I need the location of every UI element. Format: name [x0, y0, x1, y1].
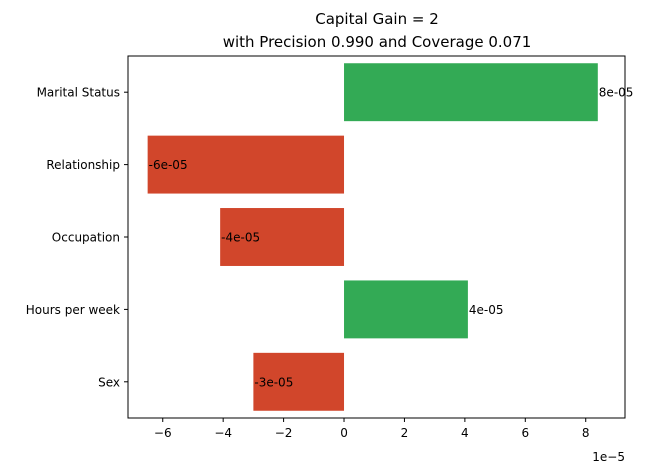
data-label-4: -3e-05 — [254, 375, 293, 389]
x-tick-label-0: −6 — [154, 426, 172, 440]
x-tick-label-7: 8 — [582, 426, 590, 440]
y-tick-labels: Marital Status Relationship Occupation Hour… — [26, 86, 128, 389]
y-tick-label-3: Hours per week — [26, 303, 120, 317]
x-offset-label: 1e−5 — [592, 450, 625, 464]
x-tick-label-2: −2 — [275, 426, 293, 440]
chart-title-line-2: with Precision 0.990 and Coverage 0.071 — [223, 33, 532, 51]
data-label-0: 8e-05 — [599, 86, 634, 100]
data-label-3: 4e-05 — [469, 303, 504, 317]
x-tick-label-1: −4 — [214, 426, 232, 440]
data-label-2: -4e-05 — [221, 231, 260, 245]
chart-title-line-1: Capital Gain = 2 — [315, 10, 439, 28]
bars-group — [147, 63, 598, 411]
data-labels: 8e-05 -6e-05 -4e-05 4e-05 -3e-05 — [149, 86, 634, 390]
y-tick-label-2: Occupation — [52, 231, 120, 245]
y-tick-label-1: Relationship — [46, 158, 120, 172]
data-label-1: -6e-05 — [149, 158, 188, 172]
x-ticks: −6 −4 −2 0 2 4 6 8 — [154, 418, 590, 440]
y-tick-label-4: Sex — [98, 375, 120, 389]
bar-2 — [220, 208, 345, 266]
x-tick-label-4: 2 — [401, 426, 409, 440]
bar-0 — [344, 63, 598, 122]
y-tick-label-0: Marital Status — [37, 86, 120, 100]
x-tick-label-3: 0 — [340, 426, 348, 440]
plot-frame — [127, 55, 626, 419]
bar-4 — [253, 352, 345, 411]
bar-3 — [344, 280, 468, 339]
bar-1 — [147, 135, 345, 194]
x-tick-label-5: 4 — [461, 426, 469, 440]
x-tick-label-6: 6 — [521, 426, 529, 440]
